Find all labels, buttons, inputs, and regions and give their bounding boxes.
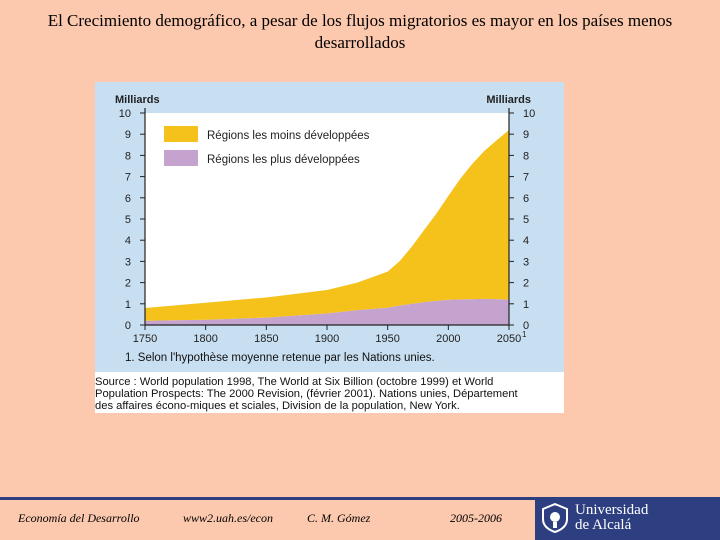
university-line1: Universidad [575, 502, 649, 518]
x-tick-label: 1950 [375, 333, 399, 345]
area-series-more-developed [145, 298, 509, 325]
y-tick-label-left: 0 [125, 320, 131, 332]
legend-label-less-developed: Régions les moins développées [207, 130, 370, 142]
y-unit-right: Milliards [486, 94, 531, 106]
x-tick-label: 1800 [193, 333, 217, 345]
chart-source: Source : World population 1998, The Worl… [95, 376, 518, 412]
y-tick-label-right: 7 [523, 172, 529, 184]
university-logo: Universidad de Alcalá [535, 497, 720, 540]
y-tick-label-left: 8 [125, 150, 131, 162]
x-tick-label: 1850 [254, 333, 278, 345]
y-unit-left: Milliards [115, 94, 160, 106]
footer-divider [0, 497, 720, 500]
legend-label-more-developed: Régions les plus développées [207, 154, 360, 166]
footer-year: 2005-2006 [450, 511, 502, 525]
chart-footnote: 1. Selon l'hypothèse moyenne retenue par… [125, 352, 435, 364]
y-tick-label-left: 2 [125, 278, 131, 290]
slide-title: El Crecimiento demográfico, a pesar de l… [47, 11, 673, 52]
y-tick-label-left: 5 [125, 214, 131, 226]
y-tick-label-left: 6 [125, 193, 131, 205]
legend-swatch-more-developed [164, 150, 198, 166]
y-tick-label-left: 1 [125, 299, 131, 311]
footer-website: www2.uah.es/econ [183, 511, 273, 525]
y-tick-label-right: 1 [523, 299, 529, 311]
y-tick-label-right: 3 [523, 256, 529, 268]
x-tick-label: 2050 [497, 333, 521, 345]
y-tick-label-right: 8 [523, 150, 529, 162]
x-tick-label: 1750 [133, 333, 157, 345]
y-tick-label-left: 3 [125, 256, 131, 268]
university-seal-icon [542, 503, 568, 533]
university-line2: de Alcalá [575, 517, 632, 533]
university-name: Universidad de Alcalá [575, 503, 648, 533]
chart-figure: 0 0 1 1 2 2 3 3 4 4 5 5 6 6 7 7 8 8 9 9 10 10 1750 1800 1850 1900… [95, 82, 564, 413]
x-tick-note: 1 [522, 330, 527, 339]
footer-course: Economía del Desarrollo [18, 511, 140, 525]
footer-author: C. M. Gómez [307, 511, 371, 525]
x-tick-label: 2000 [436, 333, 460, 345]
legend-swatch-less-developed [164, 126, 198, 142]
slide-footer: Economía del Desarrollo www2.uah.es/econ… [0, 497, 720, 540]
y-tick-label-right: 10 [523, 108, 535, 120]
y-tick-label-right: 6 [523, 193, 529, 205]
y-tick-label-left: 4 [125, 235, 131, 247]
y-tick-label-left: 10 [119, 108, 131, 120]
y-tick-label-left: 9 [125, 129, 131, 141]
chart-area: 0 0 1 1 2 2 3 3 4 4 5 5 6 6 7 7 8 8 9 9 10 10 1750 1800 1850 1900… [95, 82, 564, 372]
y-tick-label-right: 9 [523, 129, 529, 141]
x-tick-label: 1900 [315, 333, 339, 345]
y-tick-label-right: 5 [523, 214, 529, 226]
y-tick-label-left: 7 [125, 172, 131, 184]
y-tick-label-right: 4 [523, 235, 529, 247]
y-tick-label-right: 2 [523, 278, 529, 290]
area-series-less-developed [145, 129, 509, 321]
y-tick-label-right: 0 [523, 320, 529, 332]
